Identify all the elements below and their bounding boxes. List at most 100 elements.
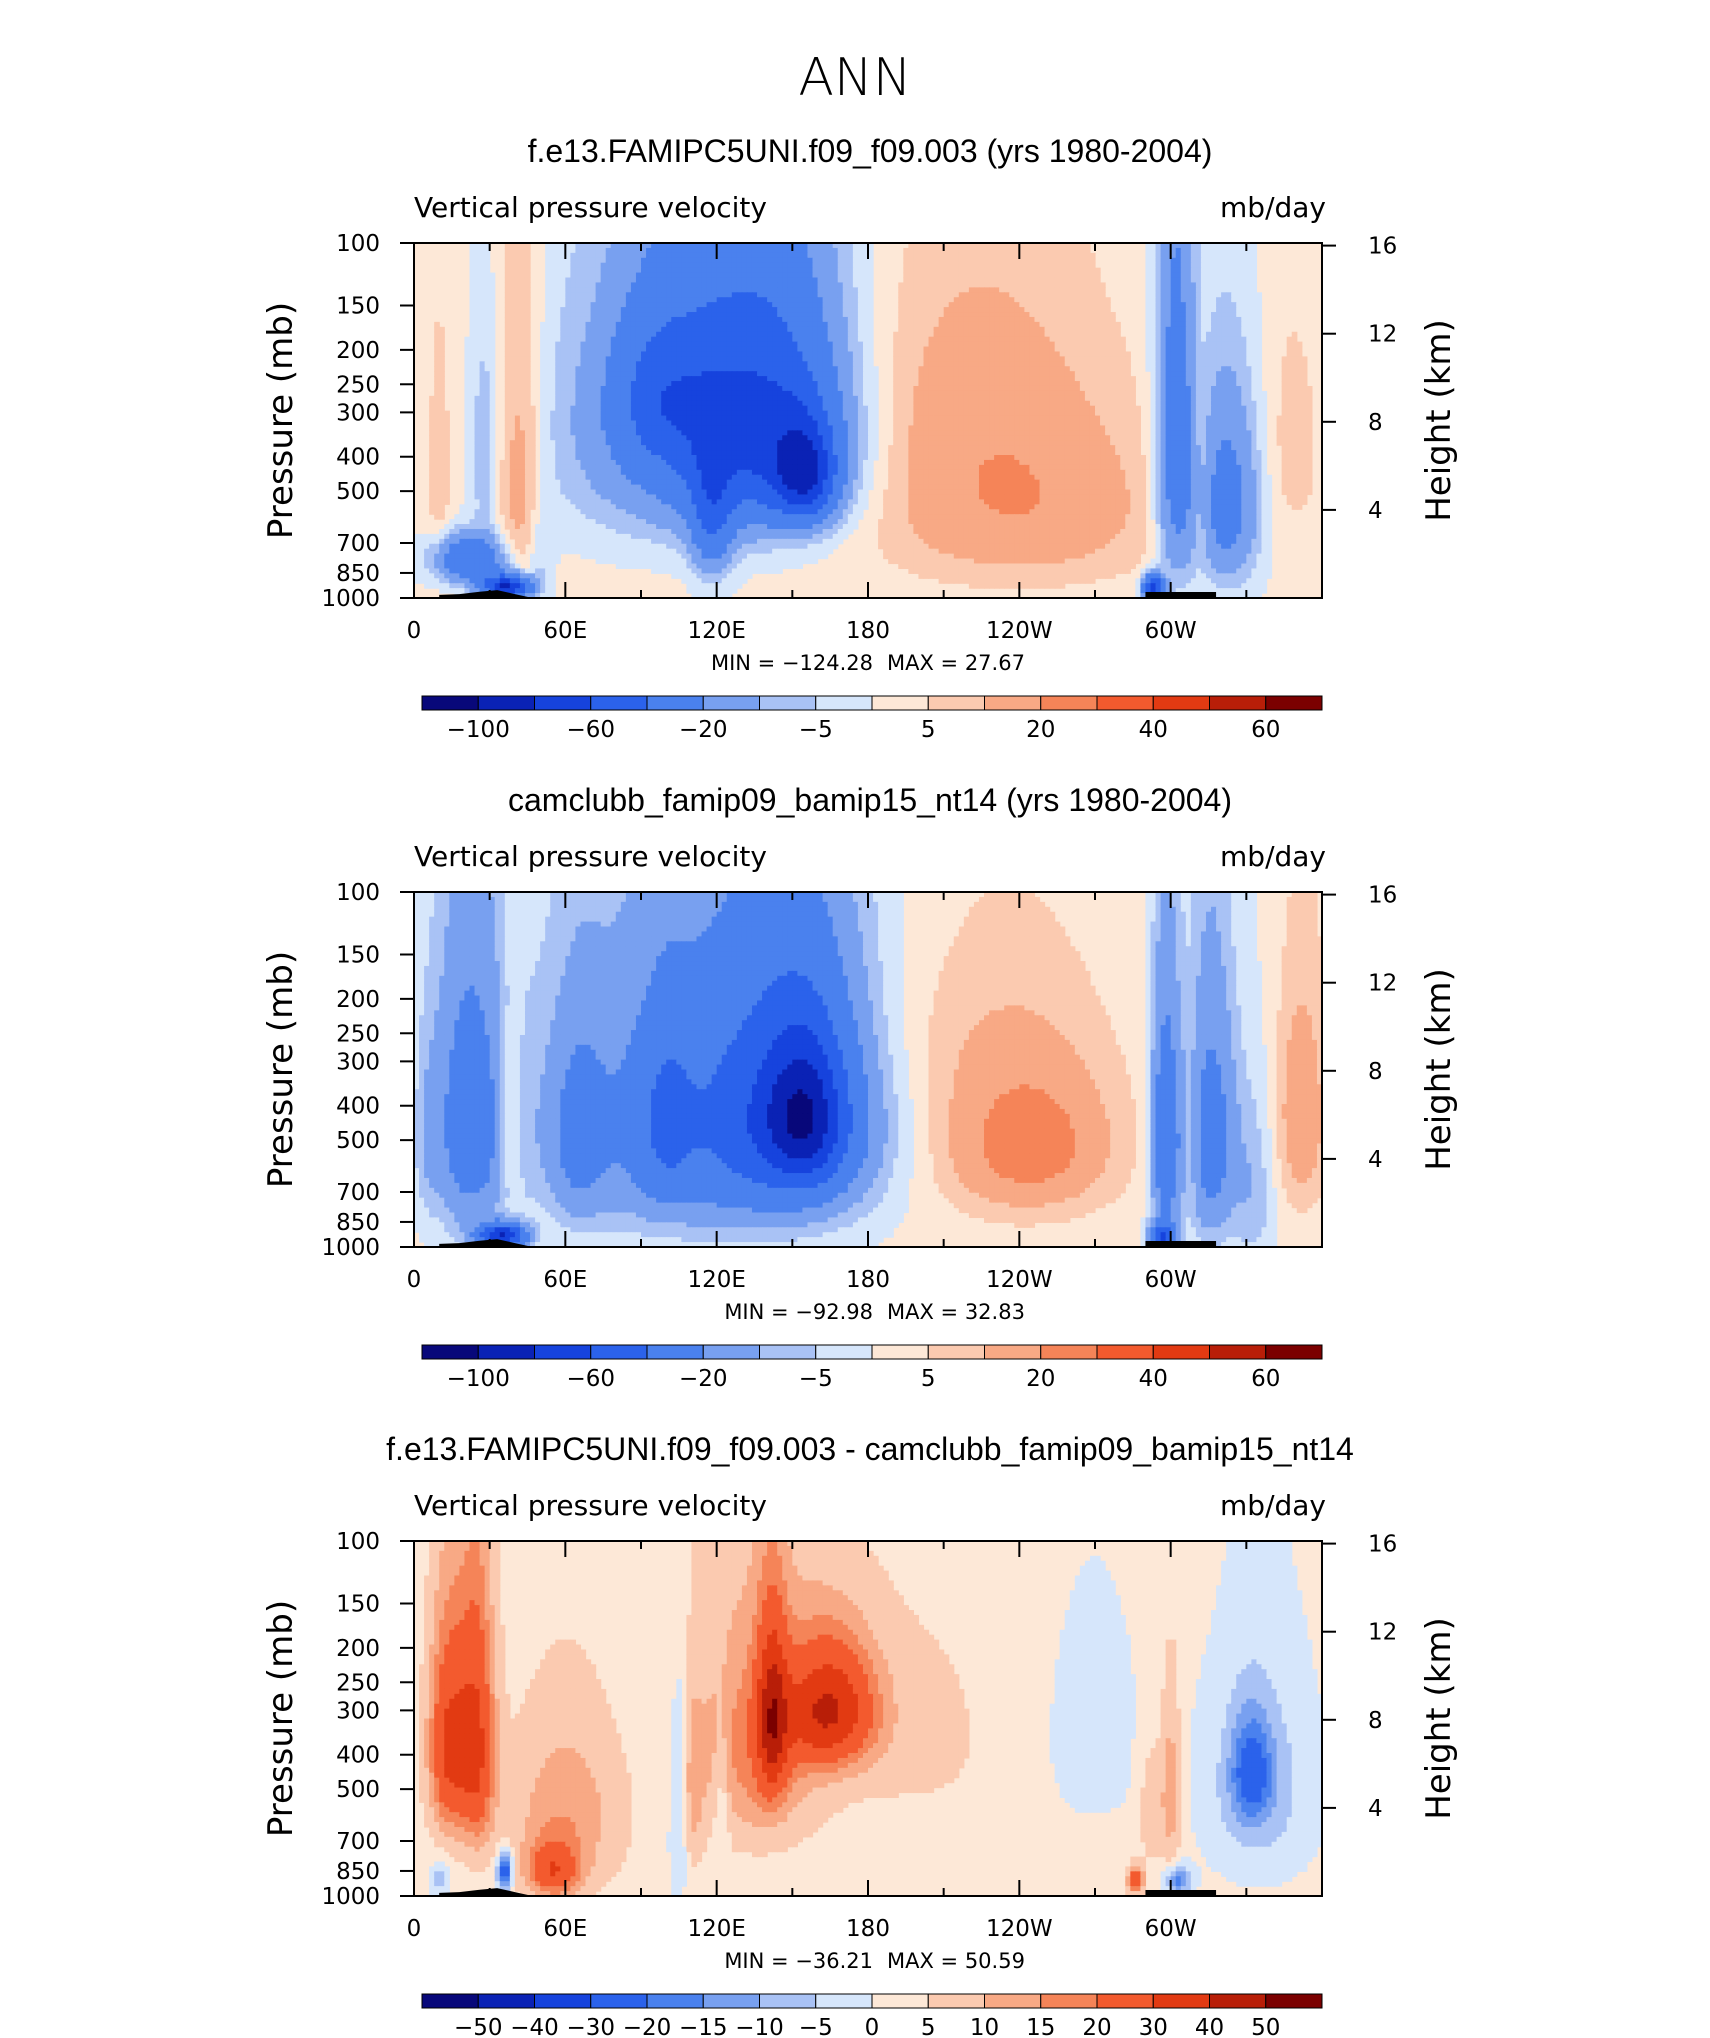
field-cell: [524, 356, 531, 362]
field-cell: [1019, 262, 1025, 269]
field-cell: [893, 390, 899, 397]
field-cell: [666, 376, 672, 382]
field-cell: [716, 252, 723, 259]
field-cell: [1190, 366, 1197, 372]
field-cell: [903, 371, 909, 377]
field-cell: [489, 297, 496, 303]
field-cell: [751, 243, 758, 249]
field-cell: [641, 405, 647, 412]
field-cell: [984, 336, 990, 343]
field-cell: [1064, 307, 1071, 313]
field-cell: [958, 247, 965, 254]
field-cell: [827, 257, 834, 264]
field-cell: [767, 267, 773, 274]
field-cell: [797, 262, 804, 269]
field-cell: [1074, 346, 1081, 353]
field-cell: [706, 287, 713, 293]
field-cell: [1064, 316, 1071, 323]
field-cell: [1221, 341, 1227, 348]
field-cell: [1165, 341, 1172, 348]
field-cell: [726, 371, 733, 377]
field-cell: [661, 262, 667, 269]
field-cell: [762, 366, 768, 372]
field-cell: [630, 297, 637, 303]
field-cell: [691, 272, 698, 279]
field-cell: [807, 312, 814, 318]
field-cell: [746, 351, 753, 357]
field-cell: [1231, 307, 1237, 313]
field-cell: [1216, 331, 1222, 338]
field-cell: [837, 331, 844, 338]
field-cell: [1190, 356, 1197, 362]
field-cell: [489, 346, 496, 353]
field-cell: [666, 346, 672, 353]
field-cell: [560, 321, 566, 328]
field-cell: [646, 297, 652, 303]
field-cell: [1105, 312, 1111, 318]
field-cell: [903, 302, 909, 308]
field-cell: [1185, 395, 1192, 402]
field-cell: [1074, 336, 1081, 343]
field-cell: [484, 282, 491, 288]
field-cell: [751, 341, 758, 348]
field-cell: [1029, 312, 1036, 318]
field-cell: [540, 356, 546, 362]
field-cell: [484, 395, 491, 402]
field-cell: [474, 272, 481, 279]
field-cell: [973, 381, 980, 387]
field-cell: [509, 331, 516, 338]
field-cell: [963, 312, 970, 318]
field-cell: [1089, 321, 1096, 328]
field-cell: [676, 366, 682, 372]
field-cell: [898, 371, 904, 377]
field-cell: [570, 410, 577, 417]
field-cell: [1216, 282, 1222, 288]
field-cell: [545, 243, 551, 249]
field-cell: [1044, 390, 1051, 397]
field-cell: [646, 385, 652, 392]
field-cell: [757, 366, 763, 372]
field-cell: [807, 371, 814, 377]
field-cell: [984, 341, 990, 348]
field-cell: [651, 385, 657, 392]
field-cell: [868, 297, 874, 303]
field-cell: [439, 351, 445, 357]
field-cell: [1089, 336, 1096, 343]
field-cell: [540, 390, 546, 397]
field-cell: [1034, 247, 1041, 254]
field-cell: [827, 267, 834, 274]
field-cell: [1029, 336, 1036, 343]
field-cell: [696, 395, 703, 402]
field-cell: [469, 390, 476, 397]
field-cell: [1170, 302, 1177, 308]
field-cell: [585, 331, 592, 338]
field-cell: [1014, 267, 1020, 274]
field-cell: [757, 371, 763, 377]
field-cell: [802, 252, 809, 259]
field-cell: [721, 400, 728, 407]
field-cell: [1069, 316, 1076, 323]
field-cell: [1246, 297, 1252, 303]
field-cell: [1044, 331, 1051, 338]
field-cell: [716, 336, 723, 343]
field-cell: [1095, 390, 1101, 397]
field-cell: [852, 282, 859, 288]
field-cell: [666, 341, 672, 348]
field-cell: [671, 321, 677, 328]
field-cell: [716, 307, 723, 313]
field-cell: [1221, 316, 1227, 323]
field-cell: [1029, 282, 1036, 288]
field-cell: [812, 282, 819, 288]
field-cell: [686, 371, 693, 377]
field-cell: [762, 356, 768, 362]
field-cell: [898, 385, 904, 392]
field-cell: [1256, 395, 1263, 402]
field-cell: [1079, 252, 1086, 259]
panel-1: f.e13.FAMIPC5UNI.f09_f09.003 (yrs 1980-2…: [261, 133, 1459, 743]
field-cell: [1019, 405, 1025, 412]
field-cell: [978, 262, 985, 269]
field-cell: [1024, 395, 1031, 402]
field-cell: [565, 336, 571, 343]
field-cell: [1049, 385, 1056, 392]
field-cell: [1100, 381, 1106, 387]
